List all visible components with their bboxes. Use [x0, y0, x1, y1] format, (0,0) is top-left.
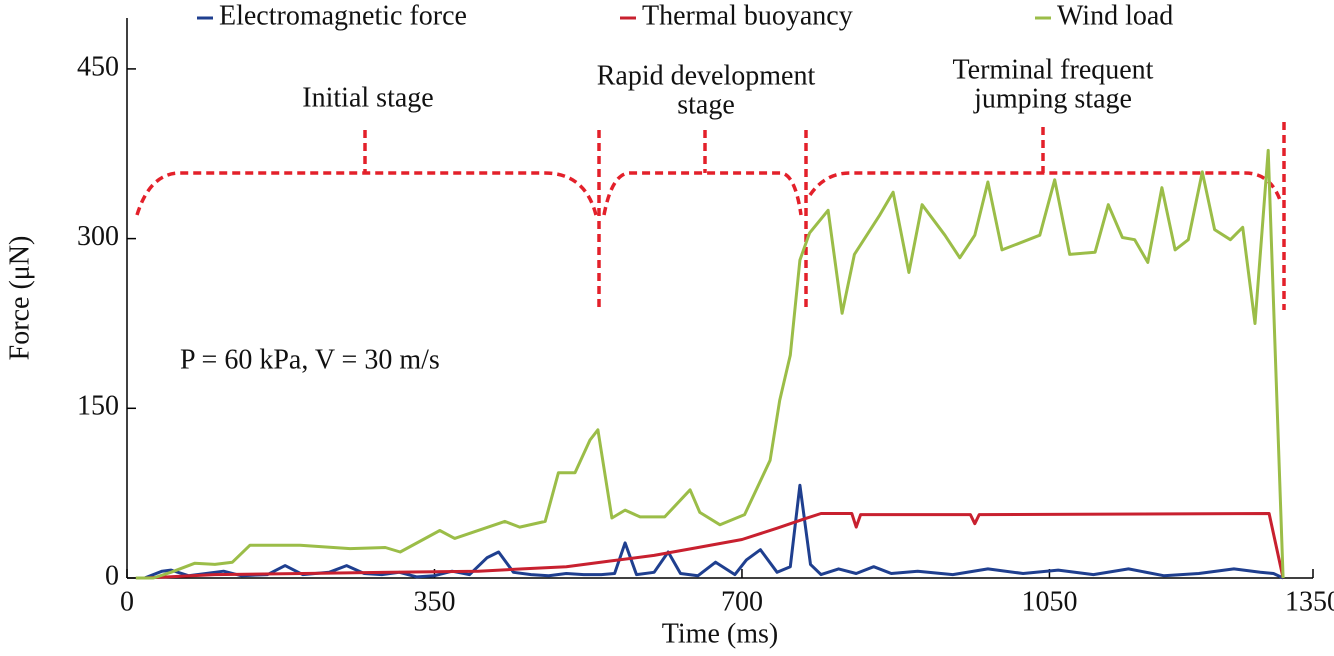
y-tick-label: 300	[77, 221, 119, 252]
x-tick-label: 1050	[1021, 586, 1077, 617]
stage-brackets	[135, 122, 1286, 312]
annotation: jumping stage	[973, 83, 1132, 114]
annotation: Terminal frequent	[953, 54, 1154, 85]
bracket	[135, 130, 598, 216]
legend-label: Electromagnetic force	[219, 0, 467, 31]
annotation: P = 60 kPa, V = 30 m/s	[180, 344, 440, 375]
x-tick-label: 0	[120, 586, 134, 617]
bracket	[602, 130, 803, 216]
annotation: Initial stage	[302, 82, 433, 113]
y-tick-label: 450	[77, 51, 119, 82]
x-tick-label: 1350	[1285, 586, 1334, 617]
y-tick-label: 0	[105, 560, 119, 591]
legend-label: Thermal buoyancy	[642, 0, 853, 31]
series-line	[135, 148, 1285, 580]
y-axis-label: Force (μN)	[4, 236, 35, 361]
annotation: Rapid development	[597, 60, 816, 91]
y-tick-label: 150	[77, 391, 119, 422]
series-line	[144, 483, 1284, 580]
legend-label: Wind load	[1057, 0, 1173, 31]
bracket	[808, 127, 1282, 201]
x-tick-label: 700	[721, 586, 763, 617]
annotation: stage	[677, 89, 735, 120]
series-line	[144, 512, 1285, 580]
x-axis-label: Time (ms)	[662, 618, 778, 649]
x-tick-label: 350	[413, 586, 455, 617]
